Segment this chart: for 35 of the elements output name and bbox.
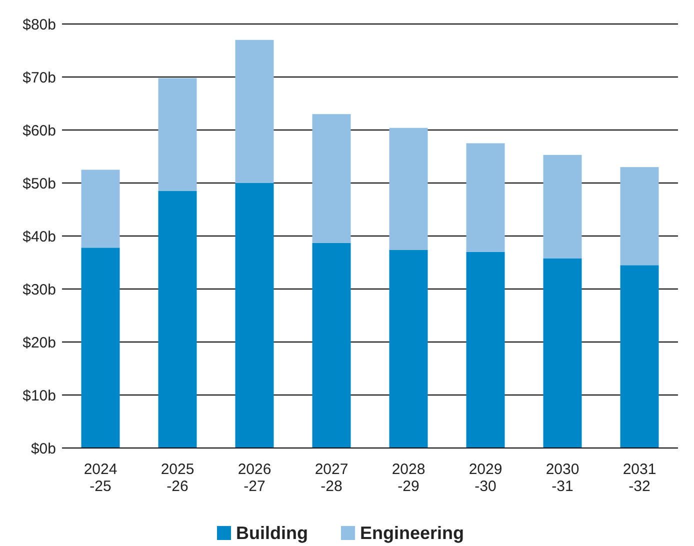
y-tick-label: $70b <box>22 69 56 86</box>
bar <box>466 252 505 448</box>
y-tick-label: $40b <box>22 228 56 246</box>
bar <box>620 265 659 448</box>
bar <box>312 114 351 243</box>
y-tick-label: $0b <box>30 440 56 458</box>
bar <box>235 183 274 448</box>
bar <box>620 167 659 266</box>
x-tick-label: 2024 -25 <box>84 461 118 495</box>
bar <box>81 170 120 248</box>
bar <box>543 258 582 448</box>
legend-label: Engineering <box>360 523 464 543</box>
bar <box>158 78 197 191</box>
y-tick-label: $20b <box>22 334 56 352</box>
x-tick-label: 2030 -31 <box>546 461 580 495</box>
legend-label: Building <box>236 523 308 543</box>
x-tick-label: 2027 -28 <box>314 461 348 495</box>
bar <box>158 190 197 448</box>
y-tick-label: $30b <box>22 281 56 298</box>
x-tick-label: 2029 -30 <box>468 461 502 495</box>
bar <box>543 154 582 258</box>
x-tick-label: 2026 -27 <box>238 461 272 495</box>
x-tick-label: 2031 -32 <box>622 461 656 495</box>
bar <box>81 248 120 448</box>
y-tick-label: $80b <box>22 16 56 34</box>
y-tick-label: $60b <box>22 122 56 140</box>
bar <box>389 250 428 448</box>
bar <box>466 143 505 252</box>
bar <box>235 40 274 183</box>
bar <box>312 242 351 448</box>
bar <box>389 128 428 250</box>
y-tick-label: $50b <box>22 175 56 192</box>
y-tick-label: $10b <box>22 387 56 404</box>
x-tick-label: 2025 -26 <box>160 461 194 495</box>
x-tick-label: 2028 -29 <box>392 461 426 495</box>
